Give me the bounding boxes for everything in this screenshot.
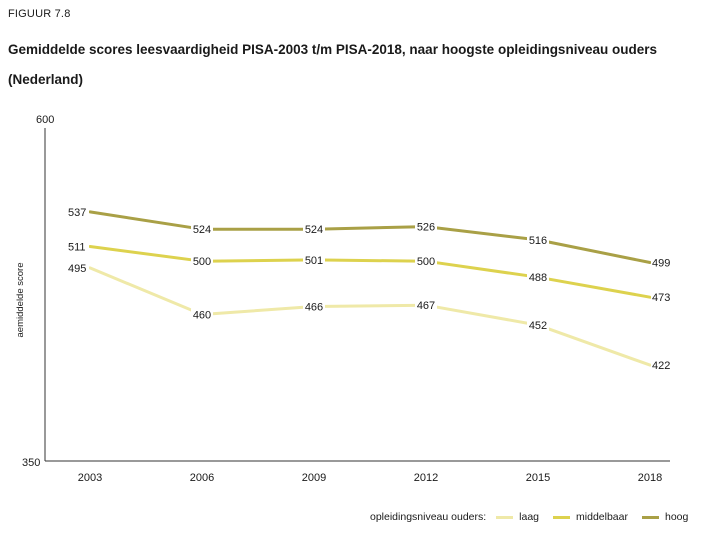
x-tick-label: 2006 <box>190 472 214 484</box>
series-line-middelbaar <box>88 245 652 299</box>
legend-swatch-laag <box>496 515 514 519</box>
legend-label-middelbaar: middelbaar <box>576 511 628 523</box>
y-axis-label: aemiddelde score <box>15 263 26 338</box>
data-label: 524 <box>305 224 323 236</box>
legend-swatch-hoog <box>641 515 659 519</box>
axes: 350 600 aemiddelde score 2003 2006 2009 2012 20… <box>15 114 670 484</box>
legend-label-laag: laag <box>519 511 540 523</box>
legend: opleidingsniveau ouders: laag middelbaar… <box>370 511 702 523</box>
data-label: 466 <box>305 301 323 313</box>
data-label: 500 <box>193 256 211 268</box>
data-label: 516 <box>529 235 547 247</box>
data-label-bg <box>527 319 549 333</box>
data-label: 467 <box>417 300 435 312</box>
legend-item-laag: laag <box>496 511 539 523</box>
figure-label: FIGUUR 7.8 <box>8 8 71 20</box>
data-label-bg <box>651 291 673 305</box>
data-label: 499 <box>652 258 670 270</box>
data-label: 526 <box>417 222 435 234</box>
data-label-bg <box>415 299 437 313</box>
series-line-hoog <box>88 210 652 264</box>
data-labels: 495 460 466 467 452 422 511 500 501 500 488 473 537 5… <box>67 205 673 373</box>
data-label-bg <box>415 220 437 234</box>
data-label: 501 <box>305 255 323 267</box>
legend-item-middelbaar: middelbaar <box>553 511 628 523</box>
data-label-bg <box>191 308 213 322</box>
data-label: 452 <box>529 320 547 332</box>
series-line-laag <box>88 266 652 367</box>
legend-swatch-middelbaar <box>553 515 571 519</box>
x-tick-label: 2009 <box>302 472 326 484</box>
data-label-bg <box>303 223 325 237</box>
data-label-bg <box>303 300 325 314</box>
chart-title: Gemiddelde scores leesvaardigheid PISA-2… <box>8 42 657 87</box>
y-tick-label: 350 <box>22 457 40 469</box>
data-label: 495 <box>68 263 86 275</box>
data-label: 511 <box>68 242 86 254</box>
data-label-bg <box>527 233 549 247</box>
data-label: 500 <box>417 256 435 268</box>
data-label-bg <box>651 359 673 373</box>
data-label-bg <box>303 253 325 267</box>
data-label-bg <box>191 223 213 237</box>
legend-item-hoog: hoog <box>641 511 689 523</box>
x-tick-label: 2018 <box>638 472 662 484</box>
data-label-bg <box>527 271 549 285</box>
data-label-bg <box>651 256 673 270</box>
y-tick-label: 600 <box>36 114 54 126</box>
data-label: 460 <box>193 309 211 321</box>
x-tick-label: 2015 <box>526 472 550 484</box>
data-label: 537 <box>68 207 86 219</box>
x-tick-label: 2012 <box>414 472 438 484</box>
data-label-bg <box>415 255 437 269</box>
legend-label-hoog: hoog <box>664 511 689 523</box>
x-tick-label: 2003 <box>78 472 102 484</box>
data-label: 524 <box>193 224 211 236</box>
data-label-bg <box>67 261 89 275</box>
data-label-bg <box>191 255 213 269</box>
data-label-bg <box>67 240 89 254</box>
series-lines <box>88 210 652 367</box>
data-label: 473 <box>652 292 670 304</box>
data-label: 488 <box>529 272 547 284</box>
legend-title: opleidingsniveau ouders: <box>370 511 487 523</box>
data-label: 422 <box>652 360 670 372</box>
data-label-bg <box>67 205 89 219</box>
